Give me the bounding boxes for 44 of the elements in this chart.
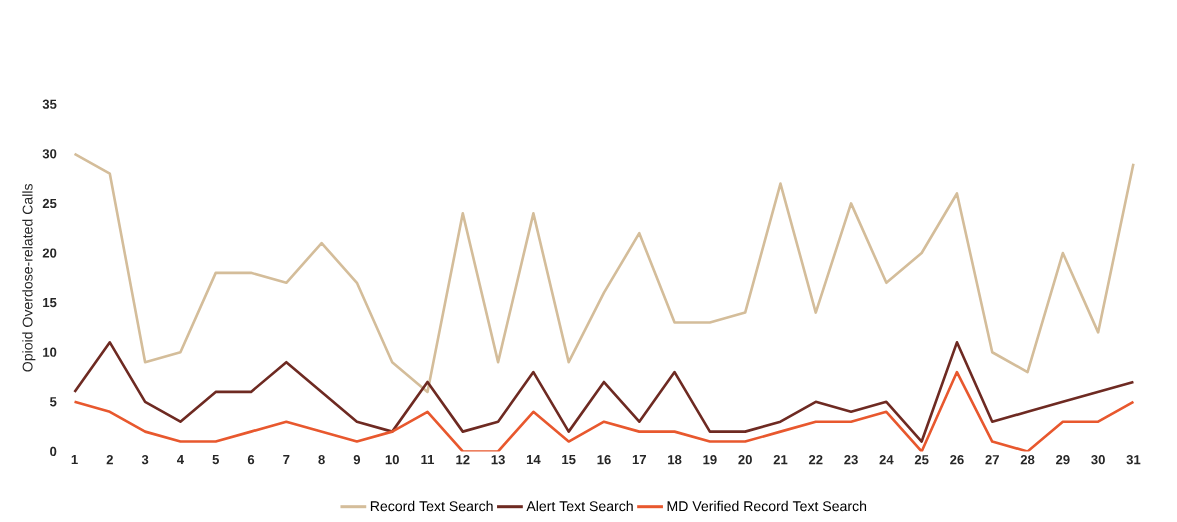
x-tick-label: 10 <box>385 455 399 465</box>
x-tick-label: 5 <box>212 455 219 465</box>
y-tick-label: 10 <box>43 347 57 357</box>
x-tick-label: 27 <box>985 455 999 465</box>
y-tick-label: 5 <box>49 397 57 407</box>
x-tick-label: 23 <box>844 455 858 465</box>
x-tick-label: 4 <box>176 455 184 465</box>
x-tick-label: 19 <box>703 455 717 465</box>
x-tick-label: 21 <box>773 455 788 465</box>
x-tick-label: 14 <box>526 455 541 465</box>
x-tick-label: 15 <box>562 455 576 465</box>
x-tick-label: 29 <box>1056 455 1070 465</box>
x-tick-label: 30 <box>1091 455 1105 465</box>
legend-label: Record Text Search <box>370 500 493 512</box>
x-tick-label: 12 <box>456 455 470 465</box>
x-tick-label: 22 <box>808 455 823 465</box>
legend-label: Alert Text Search <box>526 500 633 512</box>
x-tick-label: 3 <box>141 455 149 465</box>
y-tick-label: 0 <box>50 446 57 457</box>
x-tick-label: 31 <box>1126 455 1141 465</box>
x-tick-label: 9 <box>353 455 361 465</box>
x-tick-label: 26 <box>950 455 964 465</box>
x-tick-label: 20 <box>738 455 752 465</box>
y-tick-label: 15 <box>43 298 57 308</box>
x-tick-label: 24 <box>879 455 894 465</box>
x-tick-label: 17 <box>632 455 646 465</box>
legend-label: MD Verified Record Text Search <box>667 500 867 512</box>
x-tick-label: 28 <box>1020 455 1035 465</box>
y-tick-label: 20 <box>42 248 57 258</box>
y-tick-label: 30 <box>42 149 57 159</box>
x-tick-label: 1 <box>71 455 78 465</box>
x-tick-label: 18 <box>668 455 682 465</box>
x-tick-label: 2 <box>106 455 113 465</box>
x-tick-label: 8 <box>318 455 325 465</box>
y-axis-title: Opioid Overdose-related Calls <box>22 184 36 372</box>
line-series <box>73 152 1135 394</box>
x-tick-label: 6 <box>247 455 255 465</box>
x-tick-label: 11 <box>421 455 435 465</box>
x-tick-label: 13 <box>491 455 505 465</box>
x-tick-label: 7 <box>283 455 290 465</box>
x-tick-label: 16 <box>597 455 611 465</box>
y-tick-label: 25 <box>42 198 57 209</box>
y-tick-label: 35 <box>42 99 57 109</box>
x-tick-label: 25 <box>914 455 929 465</box>
